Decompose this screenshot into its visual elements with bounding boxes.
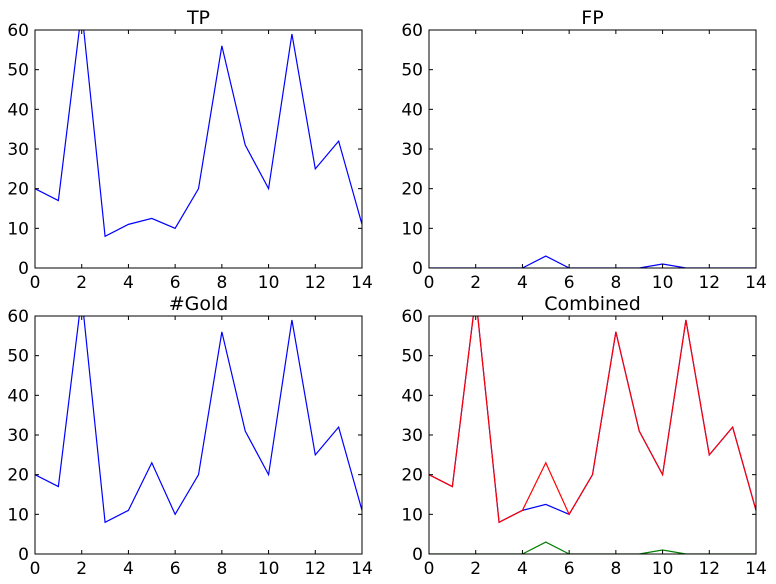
y-tick-label: 20 [7, 466, 29, 486]
series-line-1 [429, 541, 756, 554]
chart-title: TP [186, 7, 210, 29]
x-tick-label: 2 [76, 273, 87, 293]
y-tick-label: 30 [7, 140, 29, 160]
y-tick-label: 0 [18, 545, 29, 565]
y-tick-label: 0 [412, 259, 423, 279]
subplot-0: 0 2 4 6 8 10 12 14 0 10 20 30 40 50 60 TP [7, 7, 372, 293]
x-tick-label: 2 [76, 559, 87, 579]
x-tick-label: 0 [30, 559, 41, 579]
x-tick-label: 0 [424, 559, 435, 579]
x-tick-label: 4 [123, 559, 134, 579]
y-tick-label: 30 [401, 426, 423, 446]
axes-frame [34, 29, 363, 269]
y-tick-label: 10 [401, 505, 423, 525]
subplot-1: 0 2 4 6 8 10 12 14 0 10 20 30 40 50 60 FP [401, 7, 766, 293]
y-tick-label: 60 [7, 21, 29, 41]
y-tick-label: 40 [401, 386, 423, 406]
y-tick-label: 30 [7, 426, 29, 446]
y-tick-label: 50 [7, 61, 29, 81]
series-line-2 [429, 316, 756, 524]
x-tick-label: 10 [258, 273, 280, 293]
x-tick-label: 4 [517, 559, 528, 579]
y-tick-label: 40 [7, 386, 29, 406]
x-tick-label: 2 [470, 559, 481, 579]
chart-title: #Gold [169, 293, 229, 315]
series-line-0 [35, 30, 362, 238]
y-tick-label: 60 [401, 21, 423, 41]
series-line-0 [429, 316, 756, 524]
x-tick-label: 12 [698, 273, 720, 293]
x-tick-label: 12 [304, 273, 326, 293]
subplot-2: 0 2 4 6 8 10 12 14 0 10 20 30 40 50 60 #Gold [7, 293, 372, 579]
x-tick-label: 6 [170, 559, 181, 579]
y-tick-label: 20 [401, 466, 423, 486]
x-tick-label: 10 [652, 559, 674, 579]
axes-frame [34, 315, 363, 555]
y-tick-label: 60 [7, 307, 29, 327]
y-tick-label: 0 [18, 259, 29, 279]
y-tick-label: 50 [401, 347, 423, 367]
x-tick-label: 8 [610, 273, 621, 293]
x-tick-label: 0 [30, 273, 41, 293]
x-tick-label: 6 [170, 273, 181, 293]
series-line-0 [429, 255, 756, 268]
x-tick-label: 12 [698, 559, 720, 579]
x-tick-label: 10 [258, 559, 280, 579]
x-tick-label: 6 [564, 273, 575, 293]
x-tick-label: 14 [351, 559, 373, 579]
y-tick-label: 0 [412, 545, 423, 565]
y-tick-label: 10 [7, 219, 29, 239]
y-tick-label: 40 [401, 100, 423, 120]
x-tick-label: 8 [216, 273, 227, 293]
y-tick-label: 30 [401, 140, 423, 160]
series-line-0 [35, 316, 362, 524]
x-tick-label: 12 [304, 559, 326, 579]
subplot-3: 0 2 4 6 8 10 12 14 0 10 20 30 40 50 60 Combined [401, 293, 766, 579]
y-tick-label: 60 [401, 307, 423, 327]
x-tick-label: 4 [517, 273, 528, 293]
x-tick-label: 14 [351, 273, 373, 293]
x-tick-label: 14 [745, 273, 767, 293]
x-tick-label: 8 [610, 559, 621, 579]
y-tick-label: 20 [7, 180, 29, 200]
x-tick-label: 8 [216, 559, 227, 579]
x-tick-label: 4 [123, 273, 134, 293]
x-tick-label: 6 [564, 559, 575, 579]
x-tick-label: 14 [745, 559, 767, 579]
axes-frame [428, 29, 757, 269]
chart-title: FP [581, 7, 603, 29]
chart-title: Combined [544, 293, 641, 315]
y-tick-label: 10 [7, 505, 29, 525]
x-tick-label: 10 [652, 273, 674, 293]
y-tick-label: 20 [401, 180, 423, 200]
axes-frame [428, 315, 757, 555]
y-tick-label: 50 [7, 347, 29, 367]
y-tick-label: 50 [401, 61, 423, 81]
x-tick-label: 0 [424, 273, 435, 293]
y-tick-label: 40 [7, 100, 29, 120]
y-tick-label: 10 [401, 219, 423, 239]
x-tick-label: 2 [470, 273, 481, 293]
